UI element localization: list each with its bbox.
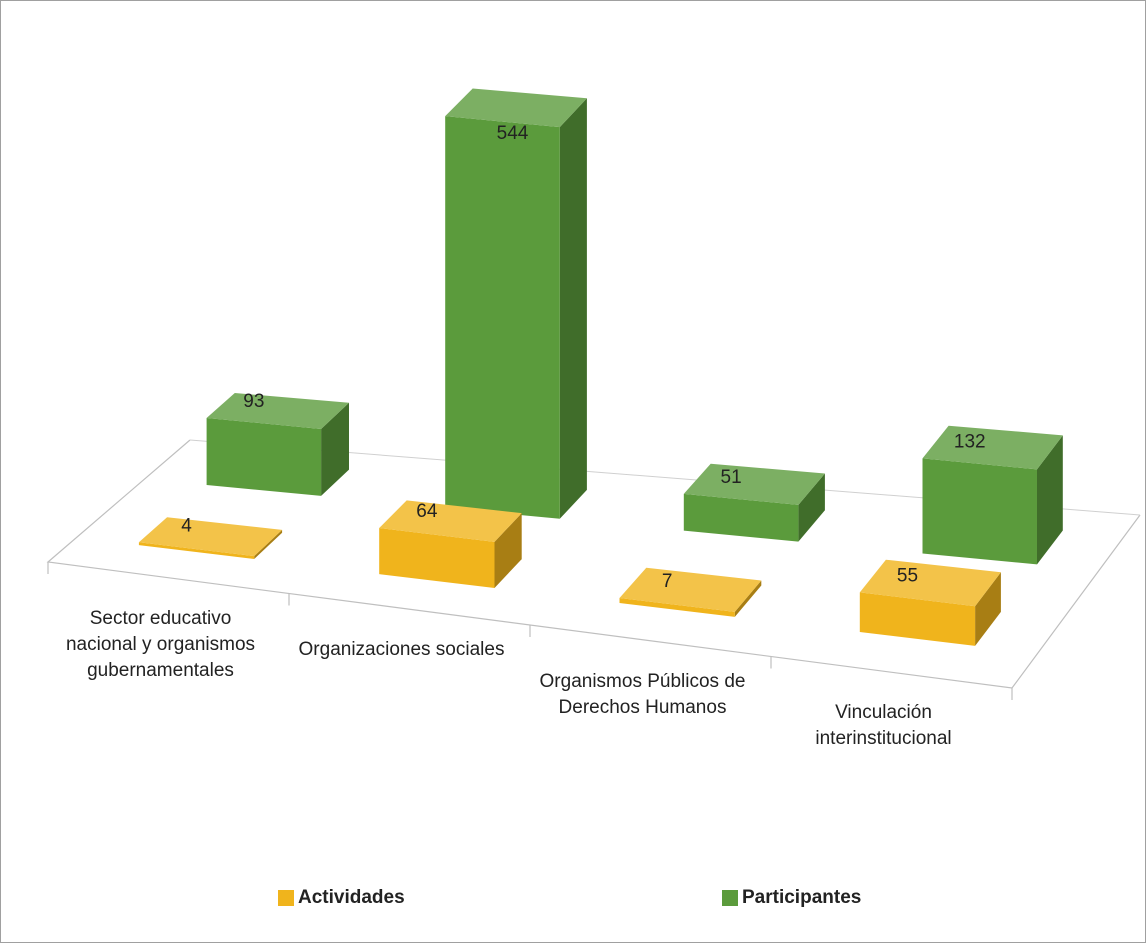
bar-front xyxy=(138,542,255,559)
bar-front xyxy=(445,116,560,519)
bar-side xyxy=(559,98,587,519)
legend-item: Participantes xyxy=(722,887,861,909)
bar-side xyxy=(975,572,1001,646)
legend-swatch xyxy=(722,890,738,906)
bar xyxy=(445,88,587,519)
bar-top xyxy=(922,425,1063,470)
bar-top xyxy=(859,559,1001,607)
data-label: 7 xyxy=(662,571,673,592)
bar-side xyxy=(321,402,349,496)
data-label: 51 xyxy=(721,467,742,488)
bar-side xyxy=(734,580,762,617)
bar-front xyxy=(683,493,799,542)
bar xyxy=(859,559,1001,646)
bar-side xyxy=(254,529,283,559)
data-label: 4 xyxy=(181,515,192,536)
data-label: 132 xyxy=(954,431,986,452)
data-label: 93 xyxy=(243,391,264,412)
bar-top xyxy=(206,393,349,429)
bar xyxy=(206,393,349,496)
bar-side xyxy=(1037,435,1063,565)
bar-side xyxy=(494,513,522,588)
bar-top xyxy=(619,567,762,612)
bar xyxy=(683,463,825,542)
legend-swatch xyxy=(278,890,294,906)
bar-front xyxy=(922,458,1037,565)
bar-front xyxy=(379,528,495,588)
legend-label: Participantes xyxy=(742,887,862,908)
x-tick-label: Organismos Públicos de Derechos Humanos xyxy=(539,670,746,718)
x-tick-label: Sector educativo nacional y organismos g… xyxy=(65,607,256,681)
legend-label: Actividades xyxy=(298,887,405,908)
bar-front xyxy=(206,418,322,496)
bar-side xyxy=(798,473,825,542)
bar-top xyxy=(379,500,522,542)
data-label: 55 xyxy=(897,565,918,586)
bar xyxy=(922,425,1063,565)
bar-top xyxy=(683,463,825,505)
bar-front xyxy=(859,592,976,646)
bar-top xyxy=(138,517,283,557)
legend-item: Actividades xyxy=(278,887,405,909)
data-label: 544 xyxy=(497,123,529,144)
bar-top xyxy=(445,88,587,128)
bar xyxy=(138,517,283,559)
x-tick-label: Vinculación interinstitucional xyxy=(815,702,952,750)
bar-front xyxy=(619,598,735,617)
x-tick-label: Organizaciones sociales xyxy=(298,639,505,661)
bar xyxy=(619,567,762,617)
bar xyxy=(379,500,522,588)
data-label: 64 xyxy=(416,501,438,522)
